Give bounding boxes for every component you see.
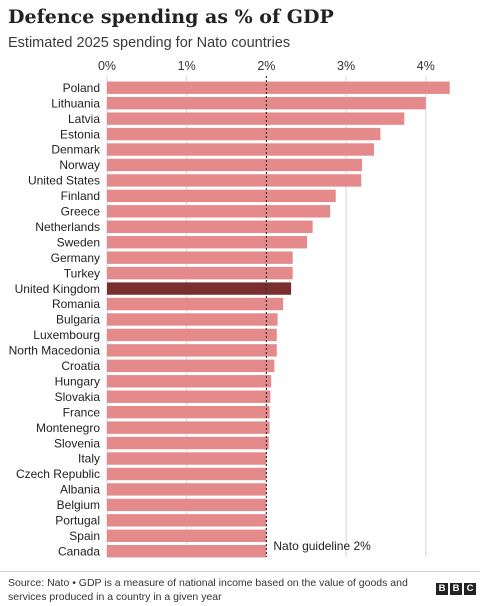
category-label: Germany [51, 251, 100, 265]
category-label: Luxembourg [33, 328, 100, 342]
category-label: Croatia [61, 359, 100, 373]
category-label: Sweden [57, 235, 100, 249]
bar [107, 359, 275, 373]
category-label: Greece [61, 205, 101, 219]
chart-title: Defence spending as % of GDP [8, 6, 334, 28]
chart-subtitle: Estimated 2025 spending for Nato countri… [8, 35, 291, 51]
category-label: Italy [78, 452, 100, 466]
category-label: Slovenia [54, 436, 100, 450]
category-label: Norway [59, 158, 100, 172]
guideline-label: Nato guideline 2% [273, 539, 371, 553]
bar [107, 282, 292, 295]
bar [107, 205, 331, 218]
category-label: Poland [63, 81, 100, 95]
category-label: Netherlands [35, 220, 100, 234]
bar [107, 112, 405, 125]
category-label: Denmark [51, 143, 101, 157]
bbc-logo-letter: B [450, 583, 462, 595]
bar [107, 375, 272, 388]
category-label: France [63, 405, 101, 419]
category-label: Montenegro [36, 421, 100, 435]
bar [107, 467, 267, 481]
bar [107, 297, 284, 311]
category-label: Bulgaria [56, 313, 100, 327]
category-label: Belgium [57, 498, 100, 512]
bar [107, 452, 267, 465]
bar [107, 529, 267, 542]
bar [107, 189, 336, 203]
category-label: Spain [69, 529, 100, 543]
bar [107, 251, 293, 264]
category-label: Estonia [60, 127, 100, 141]
bar [107, 96, 426, 110]
category-label: Lithuania [51, 96, 100, 110]
category-label: Hungary [55, 374, 100, 388]
x-tick-label: 4% [417, 59, 435, 73]
bar [107, 220, 313, 233]
category-label: Finland [61, 189, 100, 203]
category-label: Portugal [55, 514, 100, 528]
category-label: Albania [60, 483, 100, 497]
bar [107, 328, 277, 342]
x-tick-label: 2% [257, 59, 275, 73]
bbc-logo: B B C [436, 583, 476, 595]
category-label: Romania [52, 297, 100, 311]
bar [107, 313, 278, 326]
category-label: Slovakia [55, 390, 101, 404]
category-label: North Macedonia [9, 344, 101, 358]
x-tick-label: 1% [178, 59, 196, 73]
bar [107, 436, 269, 450]
bar [107, 390, 271, 403]
bbc-logo-letter: B [436, 583, 448, 595]
bbc-logo-letter: C [464, 583, 476, 595]
x-tick-label: 0% [98, 59, 116, 73]
bar [107, 127, 381, 141]
bar [107, 81, 450, 94]
category-label: Czech Republic [16, 467, 100, 481]
bar [107, 421, 270, 434]
footer-divider [0, 571, 480, 572]
category-label: Canada [58, 544, 100, 558]
bar [107, 405, 270, 419]
bar [107, 266, 293, 280]
bar [107, 498, 267, 512]
category-label: Turkey [64, 266, 100, 280]
bar [107, 174, 362, 187]
category-label: United States [28, 174, 100, 188]
bar [107, 158, 363, 172]
bar [107, 514, 267, 527]
bar [107, 483, 267, 496]
category-label: Latvia [68, 112, 100, 126]
bar [107, 236, 308, 249]
source-note: Source: Nato • GDP is a measure of natio… [8, 577, 408, 603]
category-label: United Kingdom [15, 282, 100, 296]
bar [107, 344, 277, 357]
x-tick-label: 3% [337, 59, 355, 73]
bar [107, 143, 374, 156]
bar [107, 545, 267, 558]
